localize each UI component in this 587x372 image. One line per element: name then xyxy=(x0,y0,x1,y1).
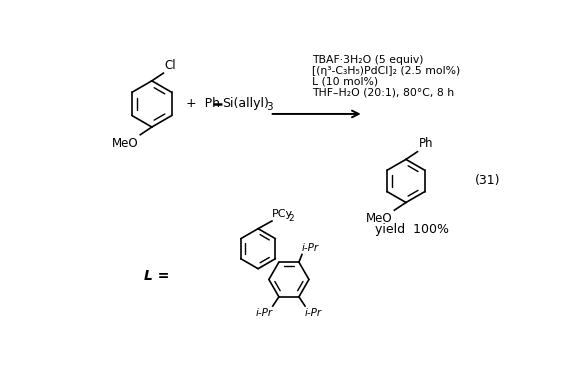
Text: Si(allyl): Si(allyl) xyxy=(222,97,269,110)
Text: MeO: MeO xyxy=(366,212,393,225)
Text: yield  100%: yield 100% xyxy=(375,223,449,236)
Text: (31): (31) xyxy=(475,174,501,187)
Text: PCy: PCy xyxy=(272,209,293,219)
Text: [(η³-C₃H₅)PdCl]₂ (2.5 mol%): [(η³-C₃H₅)PdCl]₂ (2.5 mol%) xyxy=(312,66,460,76)
Text: Cl: Cl xyxy=(164,58,176,71)
Text: i-Pr: i-Pr xyxy=(305,308,322,318)
Text: i-Pr: i-Pr xyxy=(302,243,319,253)
Text: THF–H₂O (20:1), 80°C, 8 h: THF–H₂O (20:1), 80°C, 8 h xyxy=(312,88,454,98)
Text: +  Ph: + Ph xyxy=(187,97,221,110)
Text: i-Pr: i-Pr xyxy=(255,308,273,318)
Text: 2: 2 xyxy=(288,214,294,222)
Text: Ph: Ph xyxy=(419,137,434,150)
Text: MeO: MeO xyxy=(112,137,139,150)
Text: TBAF·3H₂O (5 equiv): TBAF·3H₂O (5 equiv) xyxy=(312,55,423,65)
Text: L (10 mol%): L (10 mol%) xyxy=(312,77,378,87)
Text: L =: L = xyxy=(144,269,170,283)
Text: 3: 3 xyxy=(266,102,272,112)
